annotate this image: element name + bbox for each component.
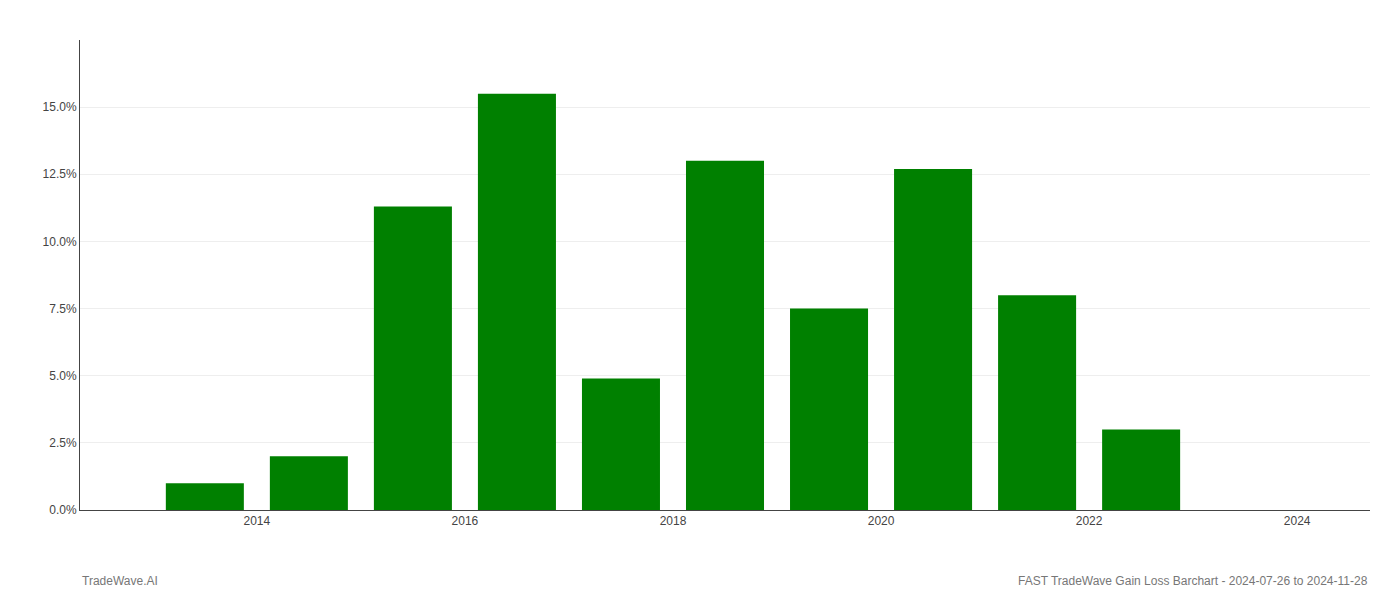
svg-text:10.0%: 10.0%: [43, 235, 77, 249]
svg-text:15.0%: 15.0%: [43, 100, 77, 114]
svg-text:2022: 2022: [1076, 514, 1103, 528]
svg-text:2014: 2014: [243, 514, 270, 528]
svg-text:2018: 2018: [660, 514, 687, 528]
svg-text:2020: 2020: [868, 514, 895, 528]
svg-text:FAST TradeWave Gain Loss Barch: FAST TradeWave Gain Loss Barchart - 2024…: [1018, 574, 1368, 588]
svg-text:12.5%: 12.5%: [43, 167, 77, 181]
svg-text:TradeWave.AI: TradeWave.AI: [82, 574, 158, 588]
svg-text:7.5%: 7.5%: [49, 302, 77, 316]
svg-text:0.0%: 0.0%: [49, 503, 77, 517]
svg-text:2016: 2016: [452, 514, 479, 528]
svg-text:2.5%: 2.5%: [49, 436, 77, 450]
svg-text:5.0%: 5.0%: [49, 369, 77, 383]
svg-text:2024: 2024: [1284, 514, 1311, 528]
